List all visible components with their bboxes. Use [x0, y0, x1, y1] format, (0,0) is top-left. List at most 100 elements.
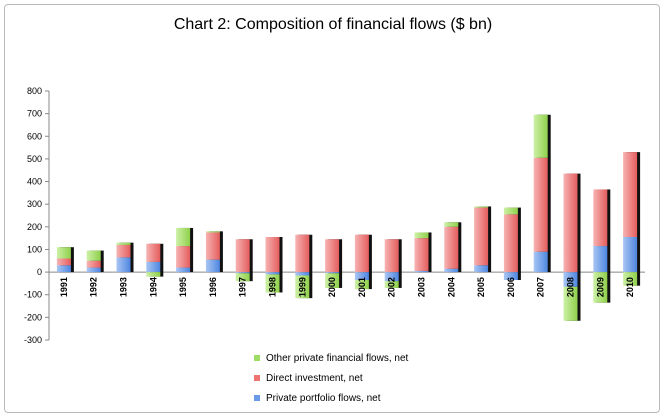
x-tick-label: 1992	[89, 277, 99, 297]
x-tick-label: 1991	[59, 277, 69, 297]
bar-direct-1997	[235, 239, 250, 273]
y-tick-label: 200	[27, 222, 42, 232]
bars-layer	[56, 114, 641, 321]
x-tick-label: 1993	[119, 277, 129, 297]
x-tick-label: 1997	[238, 277, 248, 297]
bar-portfolio-1999	[295, 272, 310, 276]
y-tick-label: -300	[24, 335, 42, 345]
bar-portfolio-1993	[116, 257, 131, 273]
legend-swatch-portfolio	[254, 395, 260, 401]
x-tick-label: 2001	[357, 277, 367, 297]
bar-other-1995	[176, 227, 191, 247]
bar-other-1996	[205, 231, 220, 233]
bar-portfolio-2001	[354, 272, 369, 281]
x-tick-label: 2005	[476, 277, 486, 297]
legend-label-portfolio: Private portfolio flows, net	[266, 392, 381, 404]
legend-item-portfolio: Private portfolio flows, net	[254, 388, 408, 408]
y-tick-label: 0	[37, 267, 42, 277]
bar-portfolio-2003	[414, 270, 429, 273]
y-tick-label: 800	[27, 86, 42, 96]
bar-direct-1999	[295, 234, 310, 273]
x-tick-label: 2000	[327, 277, 337, 297]
bar-direct-2010	[623, 152, 638, 238]
bar-portfolio-2000	[325, 272, 340, 274]
bar-other-1997	[235, 273, 250, 282]
bar-portfolio-2010	[623, 237, 638, 273]
x-tick-label: 1995	[178, 277, 188, 297]
bar-other-2003	[414, 232, 429, 239]
x-tick-label: 2009	[595, 277, 605, 297]
x-tick-label: 1994	[148, 277, 158, 297]
bar-portfolio-1998	[265, 272, 280, 275]
bar-direct-1995	[176, 246, 191, 268]
bar-direct-2007	[533, 157, 548, 252]
bar-portfolio-1991	[56, 265, 71, 273]
bar-direct-2009	[593, 189, 608, 247]
y-tick-label: 500	[27, 154, 42, 164]
bar-other-1994	[146, 272, 161, 277]
bar-direct-1994	[146, 243, 161, 262]
x-tick-label: 2007	[536, 277, 546, 297]
bar-other-2005	[474, 206, 489, 208]
x-tick-label: 2006	[506, 277, 516, 297]
y-tick-label: 400	[27, 177, 42, 187]
bar-direct-1998	[265, 237, 280, 273]
bar-portfolio-2006	[503, 272, 518, 281]
legend-item-direct: Direct investment, net	[254, 368, 408, 388]
bar-other-2009	[593, 272, 608, 303]
bar-other-1999	[295, 275, 310, 299]
bar-portfolio-2008	[563, 272, 578, 287]
legend-swatch-other	[254, 355, 260, 361]
bar-portfolio-2007	[533, 251, 548, 273]
bar-direct-1996	[205, 232, 220, 260]
bar-other-2006	[503, 207, 518, 215]
labels-layer: 1991 1992 1993 1994 1995 1996 1997 1998 1999 2000…	[59, 277, 635, 297]
y-tick-label: 600	[27, 131, 42, 141]
bar-other-2004	[444, 222, 459, 227]
bar-other-1991	[56, 247, 71, 259]
bar-portfolio-1992	[86, 267, 101, 273]
y-tick-label: 300	[27, 199, 42, 209]
y-tick-label: 700	[27, 109, 42, 119]
bar-direct-2001	[354, 234, 369, 273]
y-tick-label: -100	[24, 290, 42, 300]
x-tick-label: 2004	[446, 277, 456, 297]
bar-portfolio-2009	[593, 246, 608, 273]
bar-portfolio-1995	[176, 267, 191, 273]
y-tick-label: -200	[24, 312, 42, 322]
bar-other-2000	[325, 273, 340, 288]
bar-other-2001	[354, 280, 369, 290]
bar-other-2002	[384, 281, 399, 288]
bar-portfolio-1994	[146, 261, 161, 273]
bar-portfolio-2005	[474, 265, 489, 273]
bar-direct-2006	[503, 214, 518, 273]
bar-portfolio-2004	[444, 268, 459, 273]
x-tick-label: 1996	[208, 277, 218, 297]
chart-title: Chart 2: Composition of financial flows …	[173, 16, 493, 33]
legend-item-other: Other private financial flows, net	[254, 348, 408, 368]
bar-other-1992	[86, 250, 101, 261]
x-tick-label: 2010	[625, 277, 635, 297]
y-tick-label: 100	[27, 244, 42, 254]
bar-direct-2005	[474, 207, 489, 266]
axis-layer: -300 -200 -100 0 100 200 300 400 500 600 700 800	[24, 86, 645, 345]
legend-label-other: Other private financial flows, net	[266, 352, 409, 364]
bar-other-1998	[265, 274, 280, 293]
bar-direct-2002	[384, 239, 399, 273]
bar-other-2007	[533, 114, 548, 158]
x-tick-label: 1999	[297, 277, 307, 297]
bar-direct-1993	[116, 244, 131, 258]
bar-direct-2004	[444, 226, 459, 269]
bar-direct-1991	[56, 258, 71, 266]
bar-direct-2000	[325, 239, 340, 273]
bar-direct-1992	[86, 260, 101, 268]
bar-other-2008	[563, 286, 578, 321]
x-tick-label: 2002	[387, 277, 397, 297]
x-tick-label: 2003	[417, 277, 427, 297]
bar-portfolio-2002	[384, 272, 399, 282]
bar-direct-2003	[414, 238, 429, 271]
bar-portfolio-1996	[205, 259, 220, 273]
legend-swatch-direct	[254, 375, 260, 381]
bar-other-2010	[623, 272, 638, 286]
